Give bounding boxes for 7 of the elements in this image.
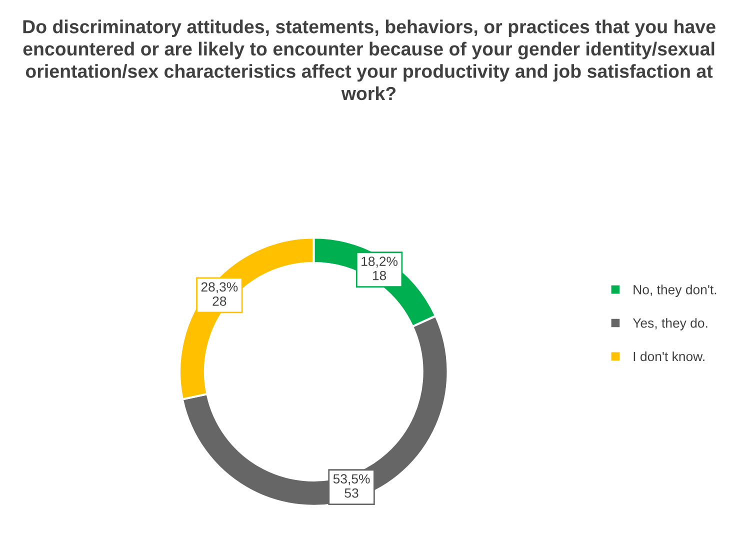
legend-label: No, they don't.: [634, 284, 716, 297]
data-label: 28,3% 28: [201, 282, 238, 306]
data-label: 53,5% 53: [333, 474, 370, 498]
legend-label: Yes, they do.: [632, 318, 708, 330]
chart-title: Do discriminatory attitudes, statements, behaviors, or practices that you have encountered or are likely to encounter because of your gender identity/sexual orientation/sex characteristics affect your productivity and job satisfaction at work?: [23, 20, 716, 100]
legend-label: I don't know.: [634, 351, 704, 362]
data-label: 18,2% 18: [362, 256, 398, 280]
